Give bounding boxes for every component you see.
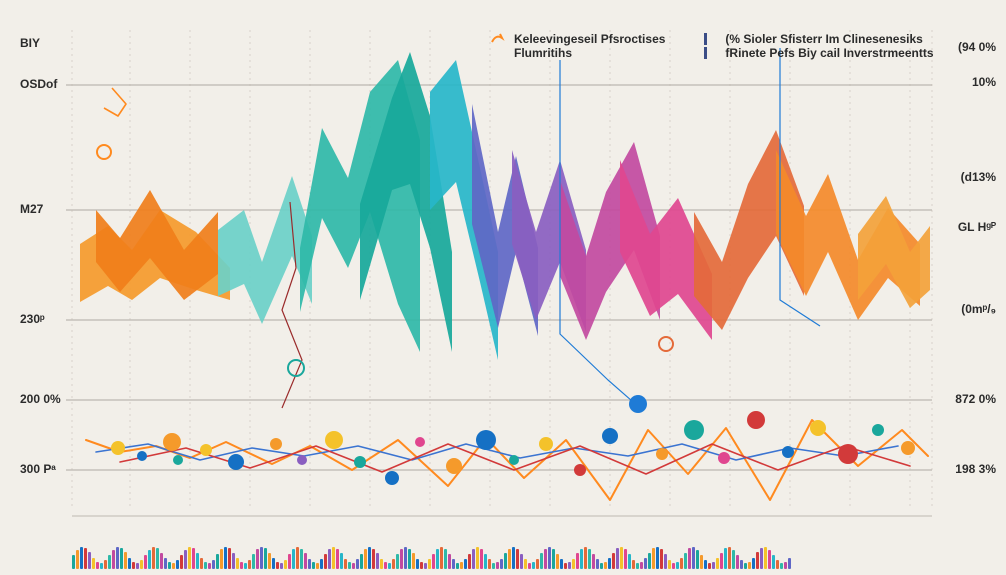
y-right-6: 198 3%	[955, 462, 996, 476]
y-left-5: 300 Pᵃ	[20, 462, 56, 476]
legend-item-2: (% Sioler Sfisterr Im Clinesenesiks	[701, 32, 933, 46]
y-left-0: BIY	[20, 36, 40, 50]
chart-stage: { "canvas": { "w": 1006, "h": 575, "bg":…	[0, 0, 1006, 575]
legend-label: Flumritihs	[514, 46, 572, 60]
chart-svg	[0, 0, 1006, 575]
legend-item-1: Flumritihs	[490, 46, 665, 60]
legend-col-1: (% Sioler Sfisterr Im Clinesenesiks fRin…	[701, 32, 933, 60]
x-axis-swatches	[72, 541, 972, 569]
y-left-4: 200 0%	[20, 392, 61, 406]
y-right-4: (0mᵖ/₉	[961, 302, 996, 316]
legend-bar-icon	[701, 32, 719, 44]
legend-item-3: fRinete Pefs Biy cail Inverstrmeentts	[701, 46, 933, 60]
legend: Keleevingeseil Pfsroctises Flumritihs (%…	[490, 32, 934, 60]
legend-bar-icon	[701, 46, 719, 58]
y-right-2: (d13%	[961, 170, 996, 184]
y-right-5: 872 0%	[955, 392, 996, 406]
legend-label: Keleevingeseil Pfsroctises	[514, 32, 665, 46]
legend-col-0: Keleevingeseil Pfsroctises Flumritihs	[490, 32, 665, 60]
legend-item-0: Keleevingeseil Pfsroctises	[490, 32, 665, 46]
y-left-2: M27	[20, 202, 43, 216]
legend-blank-icon	[490, 46, 508, 58]
y-right-1: 10%	[972, 75, 996, 89]
legend-hook-icon	[490, 32, 508, 44]
y-left-1: OSDof	[20, 77, 57, 91]
legend-label: (% Sioler Sfisterr Im Clinesenesiks	[725, 32, 922, 46]
y-left-3: 230ᵖ	[20, 312, 45, 326]
y-right-0: (94 0%	[958, 40, 996, 54]
legend-label: fRinete Pefs Biy cail Inverstrmeentts	[725, 46, 933, 60]
y-right-3: GL Hᵍᴾ	[958, 220, 996, 234]
